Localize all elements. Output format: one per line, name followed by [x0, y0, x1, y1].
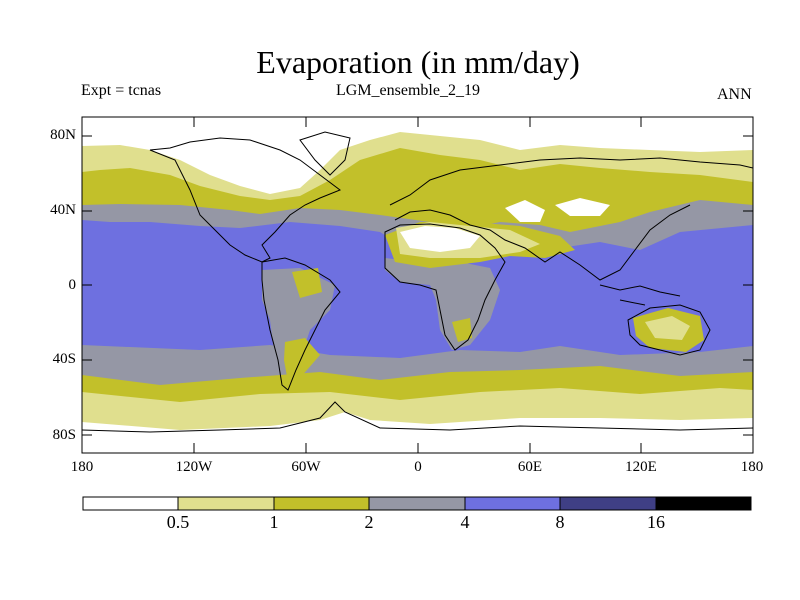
axis-ticks	[81, 117, 754, 453]
xlabel-60e: 60E	[517, 459, 543, 475]
ylabel-80s: 80S	[52, 427, 76, 443]
run-label: LGM_ensemble_2_19	[336, 82, 480, 99]
contour-fields	[82, 117, 753, 453]
ylabel-80n: 80N	[50, 127, 76, 143]
experiment-label: Expt = tcnas	[81, 82, 162, 99]
colorbar-label-2: 2	[364, 512, 374, 532]
field-below-0.5-arabia	[505, 200, 545, 222]
colorbar-bin-5	[559, 496, 657, 511]
coast-europe-asia	[389, 157, 753, 281]
field-2-4-africa	[385, 258, 500, 350]
field-1-2-africa-s	[452, 318, 472, 342]
xlabel-120w: 120W	[175, 459, 213, 475]
xlabel-180e: 180	[740, 459, 764, 475]
field-below-0.5-arctic	[82, 117, 753, 194]
colorbar-label-4: 4	[460, 512, 470, 532]
ylabel-40s: 40S	[52, 351, 76, 367]
coast-antarctica	[82, 401, 753, 433]
coast-south-america	[261, 257, 341, 391]
colorbar-label-1: 1	[269, 512, 279, 532]
field-0.5-1-austr	[645, 316, 690, 340]
xlabel-0: 0	[414, 459, 422, 475]
map-title: Evaporation (in mm/day)	[256, 44, 580, 80]
colorbar-bin-4	[464, 496, 561, 511]
field-1-2-amazon	[292, 268, 322, 298]
field-below-0.5-sahara	[400, 226, 480, 252]
colorbar-label-16: 16	[647, 512, 665, 532]
colorbar-bin-3	[368, 496, 466, 511]
period-label: ANN	[717, 86, 752, 103]
coast-greenland	[299, 131, 351, 176]
field-below-0.5-antarctic	[82, 412, 753, 453]
ylabel-40n: 40N	[50, 202, 76, 218]
colorbar-bin-1	[177, 496, 275, 511]
colorbar-bin-2	[273, 496, 370, 511]
coast-north-america	[149, 137, 342, 263]
xlabel-120e: 120E	[625, 459, 657, 475]
colorbar-bin-0	[82, 496, 179, 511]
colorbar-label-8: 8	[555, 512, 565, 532]
coast-australia	[627, 304, 711, 356]
coastlines	[82, 131, 753, 433]
field-below-0.5-asia	[555, 198, 610, 216]
colorbar	[82, 496, 752, 511]
colorbar-label-0.5: 0.5	[166, 512, 190, 532]
colorbar-bin-6	[655, 496, 752, 511]
xlabel-60w: 60W	[291, 459, 321, 475]
field-1-2-samer	[284, 338, 320, 382]
ylabel-0: 0	[68, 277, 77, 293]
coast-africa	[384, 223, 506, 351]
coast-indonesia	[599, 284, 681, 306]
xlabel-180w: 180	[70, 459, 94, 475]
